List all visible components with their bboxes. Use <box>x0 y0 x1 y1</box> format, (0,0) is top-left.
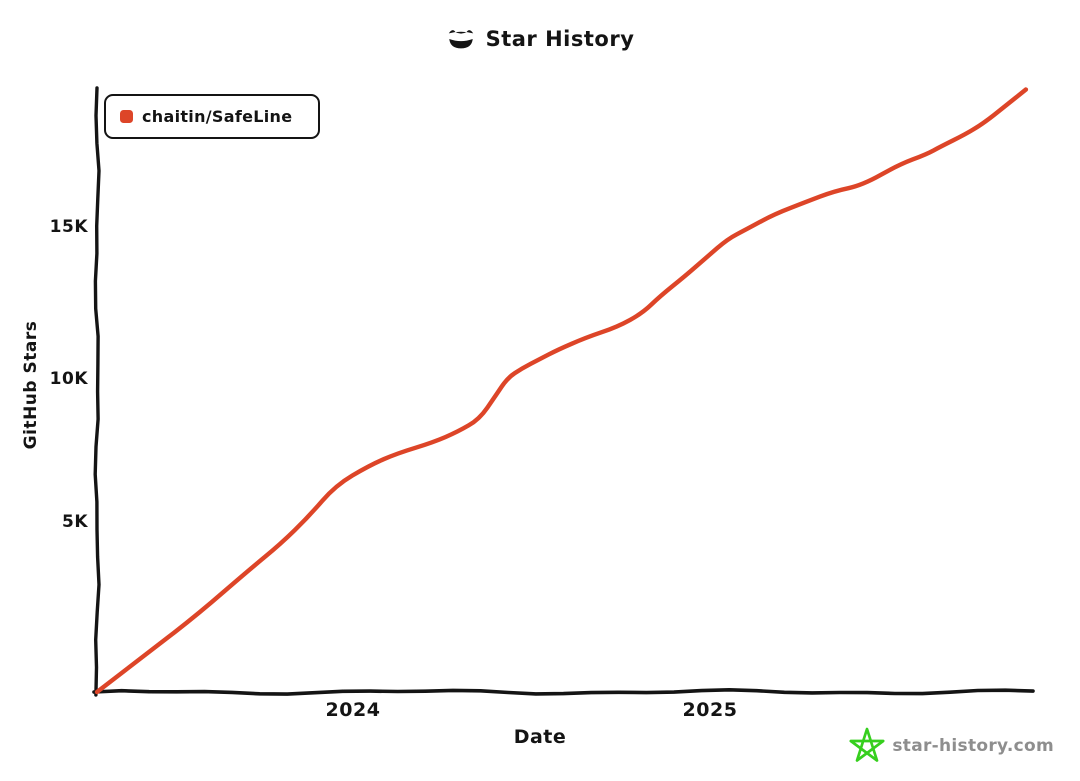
series-line-chaitin-safeline <box>94 87 1029 695</box>
watermark-link[interactable]: star-history.com <box>849 727 1054 765</box>
y-axis-title: GitHub Stars <box>21 320 41 450</box>
green-star-icon <box>849 727 885 762</box>
chart-title: Star History <box>0 26 1080 52</box>
legend-box: chaitin/SafeLine <box>104 94 321 139</box>
y-tick-10k: 10K <box>49 369 88 389</box>
legend-marker <box>120 110 133 123</box>
watermark-text: star-history.com <box>892 736 1054 756</box>
y-tick-15k: 15K <box>49 217 88 237</box>
y-axis-line <box>93 86 101 697</box>
chart-title-text: Star History <box>485 27 635 51</box>
x-axis-title: Date <box>513 726 567 748</box>
x-tick-2025: 2025 <box>682 699 738 721</box>
legend-label: chaitin/SafeLine <box>142 107 293 126</box>
x-axis-line <box>92 687 1035 696</box>
y-tick-5k: 5K <box>61 512 88 532</box>
x-tick-2024: 2024 <box>325 699 381 721</box>
boat-logo-icon <box>448 30 473 49</box>
